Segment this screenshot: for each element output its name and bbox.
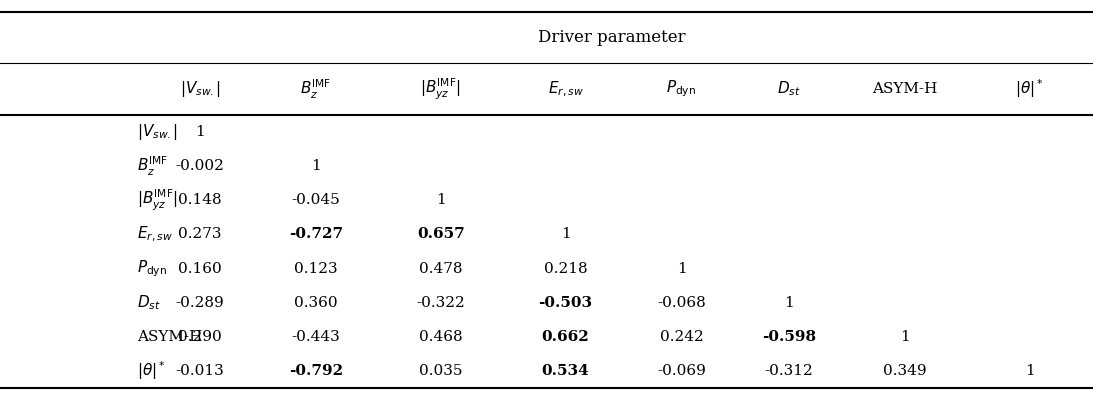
Text: -0.312: -0.312 xyxy=(764,364,813,378)
Text: -0.068: -0.068 xyxy=(657,296,706,310)
Text: -0.289: -0.289 xyxy=(176,296,224,310)
Text: -0.727: -0.727 xyxy=(289,227,343,242)
Text: -0.443: -0.443 xyxy=(292,330,341,344)
Text: 0.662: 0.662 xyxy=(542,330,589,344)
Text: 1: 1 xyxy=(561,227,571,242)
Text: -0.792: -0.792 xyxy=(289,364,343,378)
Text: $P_{\rm dyn}$: $P_{\rm dyn}$ xyxy=(137,258,167,279)
Text: 0.478: 0.478 xyxy=(419,261,462,276)
Text: 1: 1 xyxy=(312,159,321,173)
Text: 0.534: 0.534 xyxy=(542,364,589,378)
Text: -0.598: -0.598 xyxy=(762,330,815,344)
Text: $|B_{yz}^{\rm IMF}|$: $|B_{yz}^{\rm IMF}|$ xyxy=(137,188,177,213)
Text: 0.290: 0.290 xyxy=(178,330,222,344)
Text: $|\theta|^*$: $|\theta|^*$ xyxy=(137,360,165,383)
Text: ASYM-H: ASYM-H xyxy=(872,82,938,96)
Text: 0.273: 0.273 xyxy=(178,227,222,242)
Text: -0.002: -0.002 xyxy=(176,159,224,173)
Text: $|V_{sw.}|$: $|V_{sw.}|$ xyxy=(179,79,221,99)
Text: $|V_{sw.}|$: $|V_{sw.}|$ xyxy=(137,122,177,142)
Text: 0.035: 0.035 xyxy=(419,364,462,378)
Text: 0.349: 0.349 xyxy=(883,364,927,378)
Text: $|B_{yz}^{\rm IMF}|$: $|B_{yz}^{\rm IMF}|$ xyxy=(421,76,461,102)
Text: -0.013: -0.013 xyxy=(176,364,224,378)
Text: 1: 1 xyxy=(436,193,446,207)
Text: $D_{st}$: $D_{st}$ xyxy=(137,293,161,312)
Text: $P_{\rm dyn}$: $P_{\rm dyn}$ xyxy=(667,79,696,99)
Text: 0.468: 0.468 xyxy=(419,330,462,344)
Text: ASYM-H: ASYM-H xyxy=(137,330,202,344)
Text: $|\theta|^*$: $|\theta|^*$ xyxy=(1015,78,1044,101)
Text: -0.045: -0.045 xyxy=(292,193,341,207)
Text: 1: 1 xyxy=(196,125,205,139)
Text: 0.242: 0.242 xyxy=(660,330,704,344)
Text: -0.069: -0.069 xyxy=(657,364,706,378)
Text: $E_{r,sw}$: $E_{r,sw}$ xyxy=(137,225,173,244)
Text: Driver parameter: Driver parameter xyxy=(538,29,686,46)
Text: 0.360: 0.360 xyxy=(294,296,338,310)
Text: $B_z^{\rm IMF}$: $B_z^{\rm IMF}$ xyxy=(137,154,168,178)
Text: $B_z^{\rm IMF}$: $B_z^{\rm IMF}$ xyxy=(301,78,332,101)
Text: 1: 1 xyxy=(677,261,686,276)
Text: $E_{r,sw}$: $E_{r,sw}$ xyxy=(548,80,584,99)
Text: 1: 1 xyxy=(900,330,909,344)
Text: 1: 1 xyxy=(784,296,794,310)
Text: -0.322: -0.322 xyxy=(416,296,466,310)
Text: 0.148: 0.148 xyxy=(178,193,222,207)
Text: 0.657: 0.657 xyxy=(416,227,465,242)
Text: 0.218: 0.218 xyxy=(543,261,587,276)
Text: 0.160: 0.160 xyxy=(178,261,222,276)
Text: $D_{st}$: $D_{st}$ xyxy=(777,80,801,99)
Text: -0.503: -0.503 xyxy=(539,296,592,310)
Text: 0.123: 0.123 xyxy=(294,261,338,276)
Text: 1: 1 xyxy=(1024,364,1034,378)
